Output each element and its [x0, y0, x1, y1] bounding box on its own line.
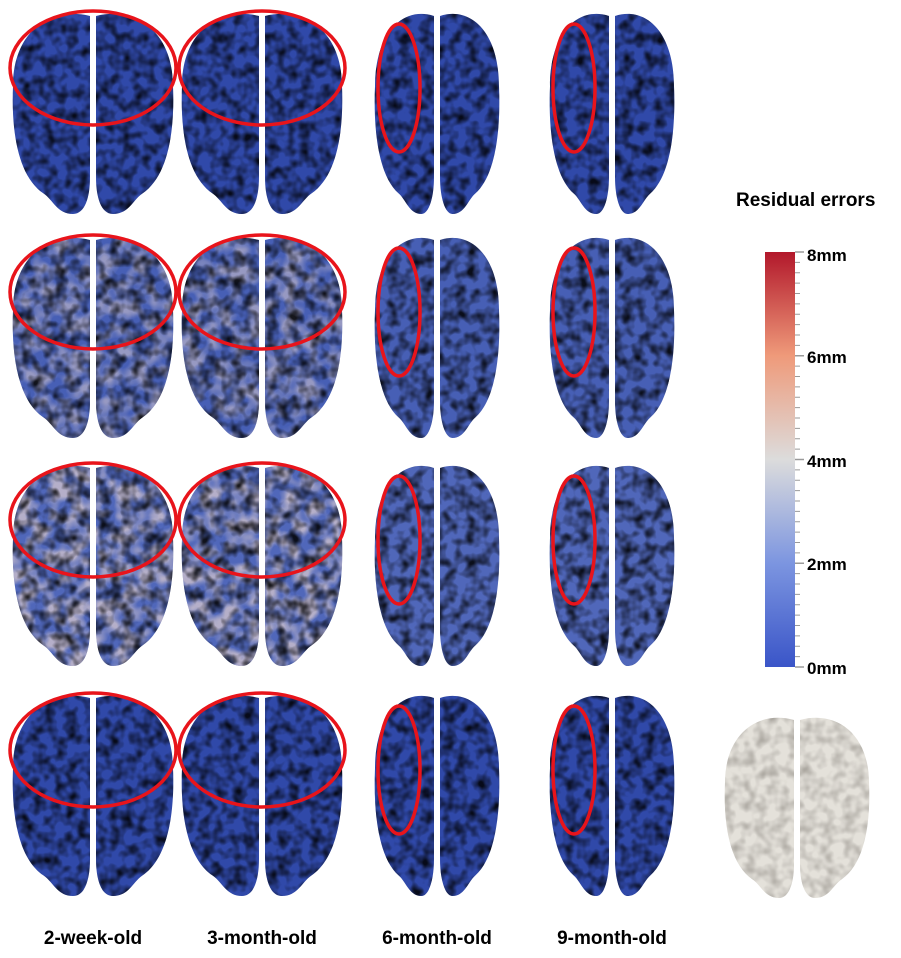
highlight-ellipse	[551, 246, 597, 378]
highlight-ellipse	[551, 22, 597, 154]
gyri-texture	[615, 13, 675, 215]
gyri-texture	[12, 465, 90, 666]
brain-panel-r3-c3	[374, 465, 500, 666]
highlight-ellipse	[177, 461, 347, 579]
column-label-9-month-old: 9-month-old	[557, 928, 667, 949]
column-label-3-month-old: 3-month-old	[207, 928, 317, 949]
gyri-texture	[615, 465, 675, 666]
brain-panel-r3-c4	[549, 465, 675, 666]
highlight-ellipse	[177, 9, 347, 127]
highlight-ellipse	[376, 704, 422, 836]
gyri-texture	[96, 465, 174, 666]
gyri-texture	[96, 695, 174, 896]
gyri-texture	[12, 13, 90, 215]
brain-panel-r4-c2	[177, 691, 347, 896]
highlight-ellipse	[376, 246, 422, 378]
brain-panel-r1-c2	[177, 9, 347, 215]
brain-panel-r4-c4	[549, 695, 675, 896]
brain-panel-r1-c4	[549, 13, 675, 215]
gyri-texture	[440, 695, 500, 896]
gyri-texture	[265, 465, 343, 666]
brain-panel-r2-c4	[549, 237, 675, 438]
colorbar-tick-0mm: 0mm	[807, 659, 847, 678]
highlight-ellipse	[177, 233, 347, 351]
highlight-ellipse	[376, 22, 422, 154]
gyri-texture	[265, 13, 343, 215]
brain-panel-r1-c1	[8, 9, 178, 215]
highlight-ellipse	[8, 233, 178, 351]
gyri-texture	[181, 465, 259, 666]
brain-panel-r3-c1	[8, 461, 178, 666]
brain-panel-r2-c3	[374, 237, 500, 438]
colorbar-title: Residual errors	[736, 190, 876, 211]
gyri-texture	[265, 237, 343, 438]
template-brain	[724, 717, 870, 898]
gyri-texture	[96, 13, 174, 215]
gyri-texture	[440, 465, 500, 666]
highlight-ellipse	[8, 461, 178, 579]
gyri-texture	[181, 13, 259, 215]
colorbar-tick-2mm: 2mm	[807, 555, 847, 574]
gyri-texture	[181, 695, 259, 896]
highlight-ellipse	[551, 474, 597, 606]
highlight-ellipse	[8, 691, 178, 809]
gyri-texture	[265, 695, 343, 896]
gyri-texture	[12, 237, 90, 438]
colorbar-gradient	[765, 252, 795, 667]
gyri-texture	[181, 237, 259, 438]
colorbar	[765, 251, 804, 668]
gyri-texture	[12, 695, 90, 896]
highlight-ellipse	[8, 9, 178, 127]
highlight-ellipse	[177, 691, 347, 809]
colorbar-tick-8mm: 8mm	[807, 246, 847, 265]
brain-panel-r4-c1	[8, 691, 178, 896]
gyri-texture	[724, 717, 794, 898]
gyri-texture	[440, 237, 500, 438]
brain-panel-r1-c3	[374, 13, 500, 215]
gyri-texture	[615, 695, 675, 896]
brain-panel-r2-c1	[8, 233, 178, 438]
brain-panel-r2-c2	[177, 233, 347, 438]
gyri-texture	[96, 237, 174, 438]
highlight-ellipse	[376, 474, 422, 606]
gyri-texture	[440, 13, 500, 215]
gyri-texture	[800, 717, 870, 898]
column-label-6-month-old: 6-month-old	[382, 928, 492, 949]
colorbar-tick-4mm: 4mm	[807, 452, 847, 471]
gyri-texture	[615, 237, 675, 438]
column-label-2-week-old: 2-week-old	[43, 928, 143, 949]
brain-panel-r4-c3	[374, 695, 500, 896]
brain-panel-r3-c2	[177, 461, 347, 666]
highlight-ellipse	[551, 704, 597, 836]
colorbar-tick-6mm: 6mm	[807, 348, 847, 367]
